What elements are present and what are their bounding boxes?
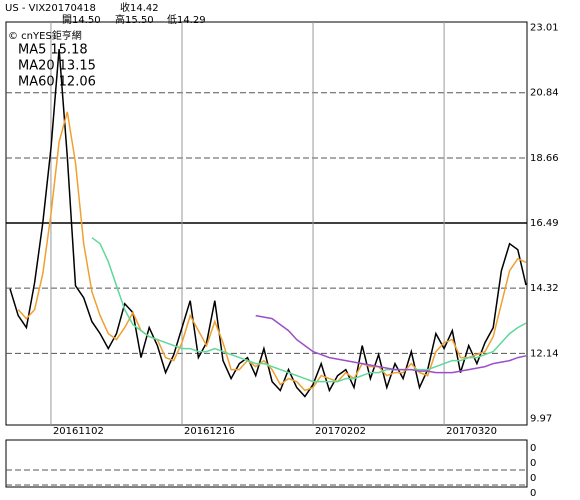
series-line [255,314,527,374]
y-tick-label: 16.49 [530,218,559,229]
symbol: US - VIX [5,3,45,14]
lower-frame [5,439,528,488]
low: 低14.29 [167,13,206,26]
watermark: © cnYES鉅亨網 [8,29,82,42]
lower-tick-label: 0 [530,473,536,484]
y-tick-label: 18.66 [530,153,559,164]
legend-value: 13.15 [59,59,96,74]
date: 20170418 [45,3,96,14]
x-tick-label: 20170202 [315,426,366,437]
high: 高15.50 [115,13,154,26]
y-tick-label: 20.84 [530,88,559,99]
series-line [17,111,527,392]
y-tick-label: 14.32 [530,283,559,294]
lower-tick-label: 0 [530,458,536,469]
lower-tick-label: 0 [530,488,536,499]
close: 收14.42 [120,1,159,14]
lower-tick-label: 0 [530,443,536,454]
legend-name: MA60 [18,75,55,90]
x-tick-label: 20170320 [446,426,497,437]
x-tick-label: 20161102 [53,426,104,437]
legend-value: 15.18 [50,43,87,58]
x-tick-label: 20161216 [184,426,235,437]
series-line [91,237,527,383]
legend-name: MA5 [18,43,46,58]
legend-value: 12.06 [59,75,96,90]
open: 開14.50 [62,14,101,26]
y-tick-label: 23.01 [530,23,559,34]
y-tick-label: 12.14 [530,348,559,359]
y-tick-label: 9.97 [530,413,552,424]
legend-name: MA20 [18,59,55,74]
